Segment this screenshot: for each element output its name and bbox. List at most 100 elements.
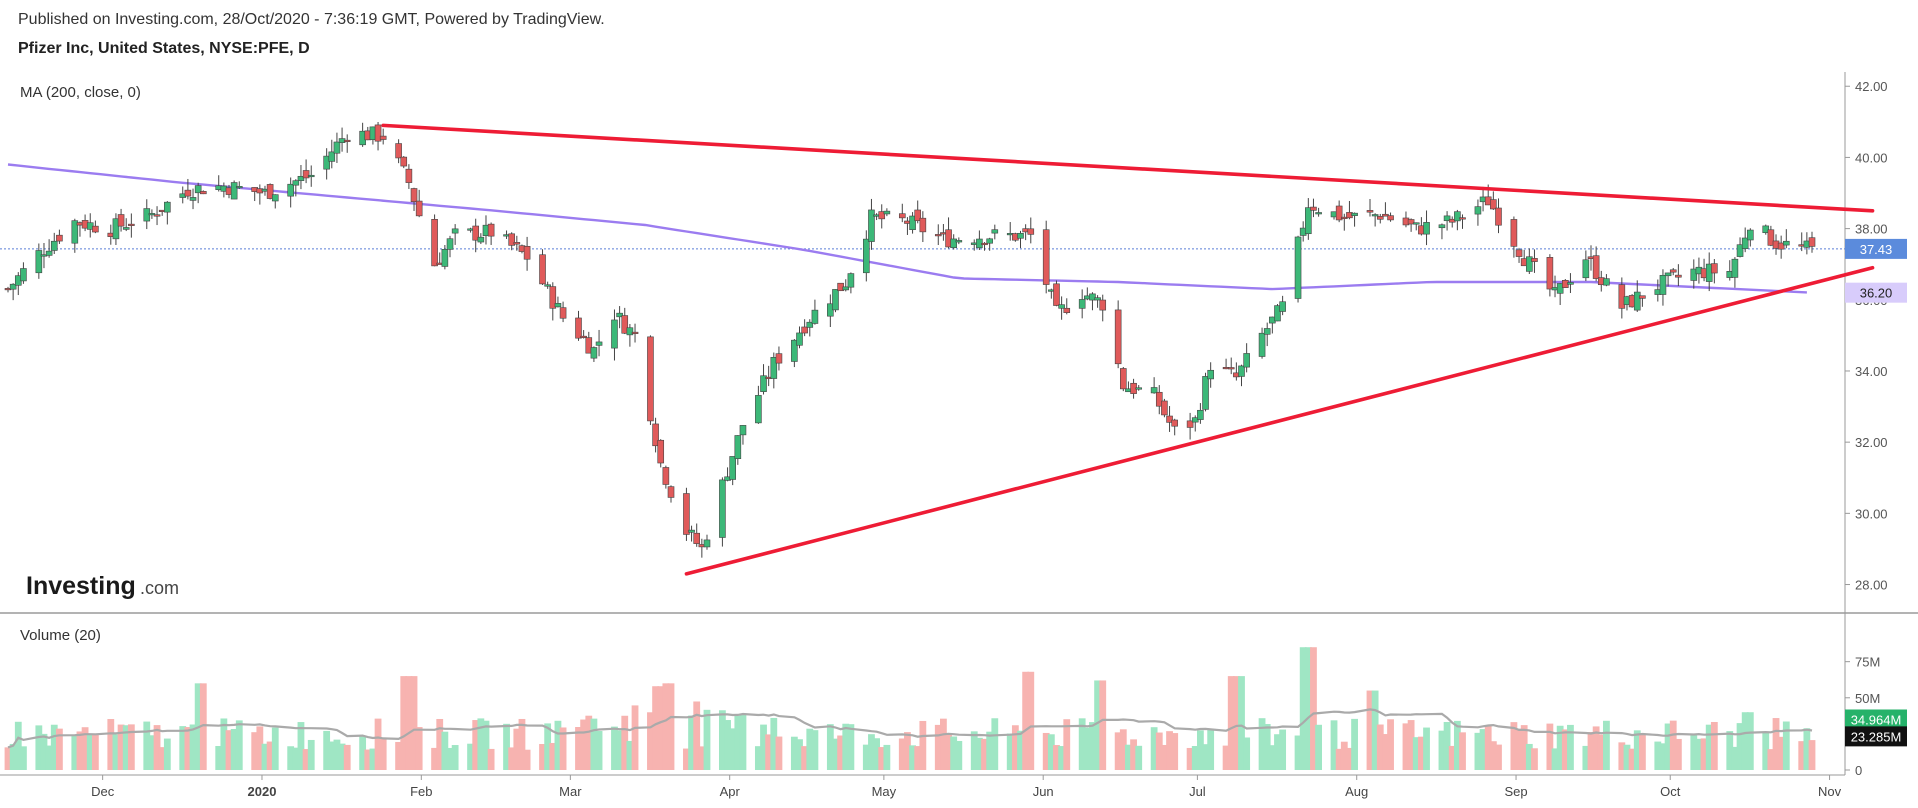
candle <box>1711 259 1718 284</box>
candle-body <box>657 439 665 464</box>
volume-tick-label: 50M <box>1855 691 1880 706</box>
candle-body <box>410 188 418 203</box>
volume-bar <box>1782 721 1790 770</box>
volume-bar <box>40 733 48 770</box>
volume-bar <box>719 710 726 770</box>
candle-body <box>883 210 891 215</box>
candle-body <box>1731 258 1739 278</box>
last-volume-badge-text: 34.964M <box>1851 712 1902 727</box>
candle-body <box>755 395 762 424</box>
candle <box>688 525 695 542</box>
volume-bar <box>81 727 89 770</box>
volume-bar <box>323 730 331 770</box>
candle-body <box>1166 415 1173 423</box>
candle <box>760 364 767 395</box>
candle-body <box>1592 255 1600 279</box>
candle-body <box>297 175 305 181</box>
volume-bar <box>1495 744 1502 770</box>
logo-brand: Investing <box>26 572 136 600</box>
volume-bar <box>1412 737 1420 770</box>
volume-bar <box>328 741 336 770</box>
volume-bar <box>1700 738 1708 770</box>
volume-bar <box>1222 745 1230 770</box>
volume-bar <box>1058 746 1066 770</box>
candle <box>1783 229 1790 249</box>
candle <box>955 237 963 245</box>
candle <box>595 329 603 357</box>
candle <box>703 534 711 550</box>
candle-body <box>1741 237 1749 249</box>
candle-body <box>92 225 99 233</box>
candle-body <box>986 238 993 244</box>
candle-body <box>1556 283 1564 294</box>
volume-bar <box>1489 741 1497 770</box>
candle <box>1351 212 1358 227</box>
candle-body <box>1376 216 1384 220</box>
volume-bar <box>1525 743 1533 770</box>
candle-body <box>1063 307 1071 313</box>
candle <box>1531 249 1538 273</box>
volume-bar <box>883 744 891 770</box>
volume-bar <box>1777 736 1785 770</box>
candle <box>863 230 870 282</box>
candle-body <box>1094 297 1101 301</box>
volume-bar <box>657 686 665 770</box>
candle-body <box>811 309 819 324</box>
candle <box>1207 362 1214 388</box>
candle <box>472 218 480 253</box>
time-tick-label: Apr <box>720 784 741 799</box>
candle <box>811 299 819 325</box>
volume-bar <box>127 724 135 770</box>
candle-body <box>508 233 515 246</box>
candle <box>1633 280 1641 313</box>
candle <box>235 181 243 190</box>
candle-body <box>1089 293 1096 301</box>
volume-bar <box>271 727 279 770</box>
candle-body <box>1243 353 1250 368</box>
volume-bar <box>1310 647 1317 770</box>
volume-bar <box>1592 726 1600 770</box>
time-tick-label: Aug <box>1345 784 1368 799</box>
volume-bar <box>1022 671 1030 770</box>
volume-bar <box>400 676 408 770</box>
candle-body <box>1567 282 1574 285</box>
volume-bar <box>1798 741 1806 770</box>
candle-body <box>1459 217 1466 220</box>
candle <box>734 435 742 465</box>
candle-body <box>287 183 294 197</box>
volume-bar <box>1078 718 1086 770</box>
volume-bar <box>940 718 947 770</box>
candle <box>801 319 808 337</box>
volume-bar <box>230 728 238 770</box>
candle <box>1762 224 1770 235</box>
volume-bar <box>909 745 916 770</box>
candle <box>164 201 171 225</box>
volume-bar <box>1227 676 1235 770</box>
candle <box>616 306 623 329</box>
candle <box>1423 210 1430 246</box>
candle <box>333 132 341 163</box>
volume-bar <box>518 718 526 770</box>
candle-body <box>374 124 382 142</box>
volume-bar <box>143 721 151 770</box>
volume-bar <box>832 738 839 770</box>
candle <box>1310 198 1317 218</box>
candle <box>1366 198 1374 217</box>
candle-body <box>554 303 562 308</box>
candle <box>513 235 521 251</box>
volume-bar <box>1150 727 1158 770</box>
candle-body <box>611 319 618 349</box>
volume-bar <box>868 734 875 770</box>
candle <box>194 182 202 204</box>
volume-bar <box>1597 734 1605 770</box>
candle <box>1114 300 1122 369</box>
volume-bar <box>1083 727 1091 770</box>
candle-body <box>1582 259 1590 279</box>
candle-body <box>1443 215 1451 222</box>
volume-ma-badge-text: 23.285M <box>1851 729 1902 744</box>
volume-bar <box>539 744 546 770</box>
candle-body <box>1603 278 1610 286</box>
candle-body <box>200 191 207 195</box>
volume-bar <box>508 747 516 770</box>
candle-body <box>1279 301 1286 312</box>
